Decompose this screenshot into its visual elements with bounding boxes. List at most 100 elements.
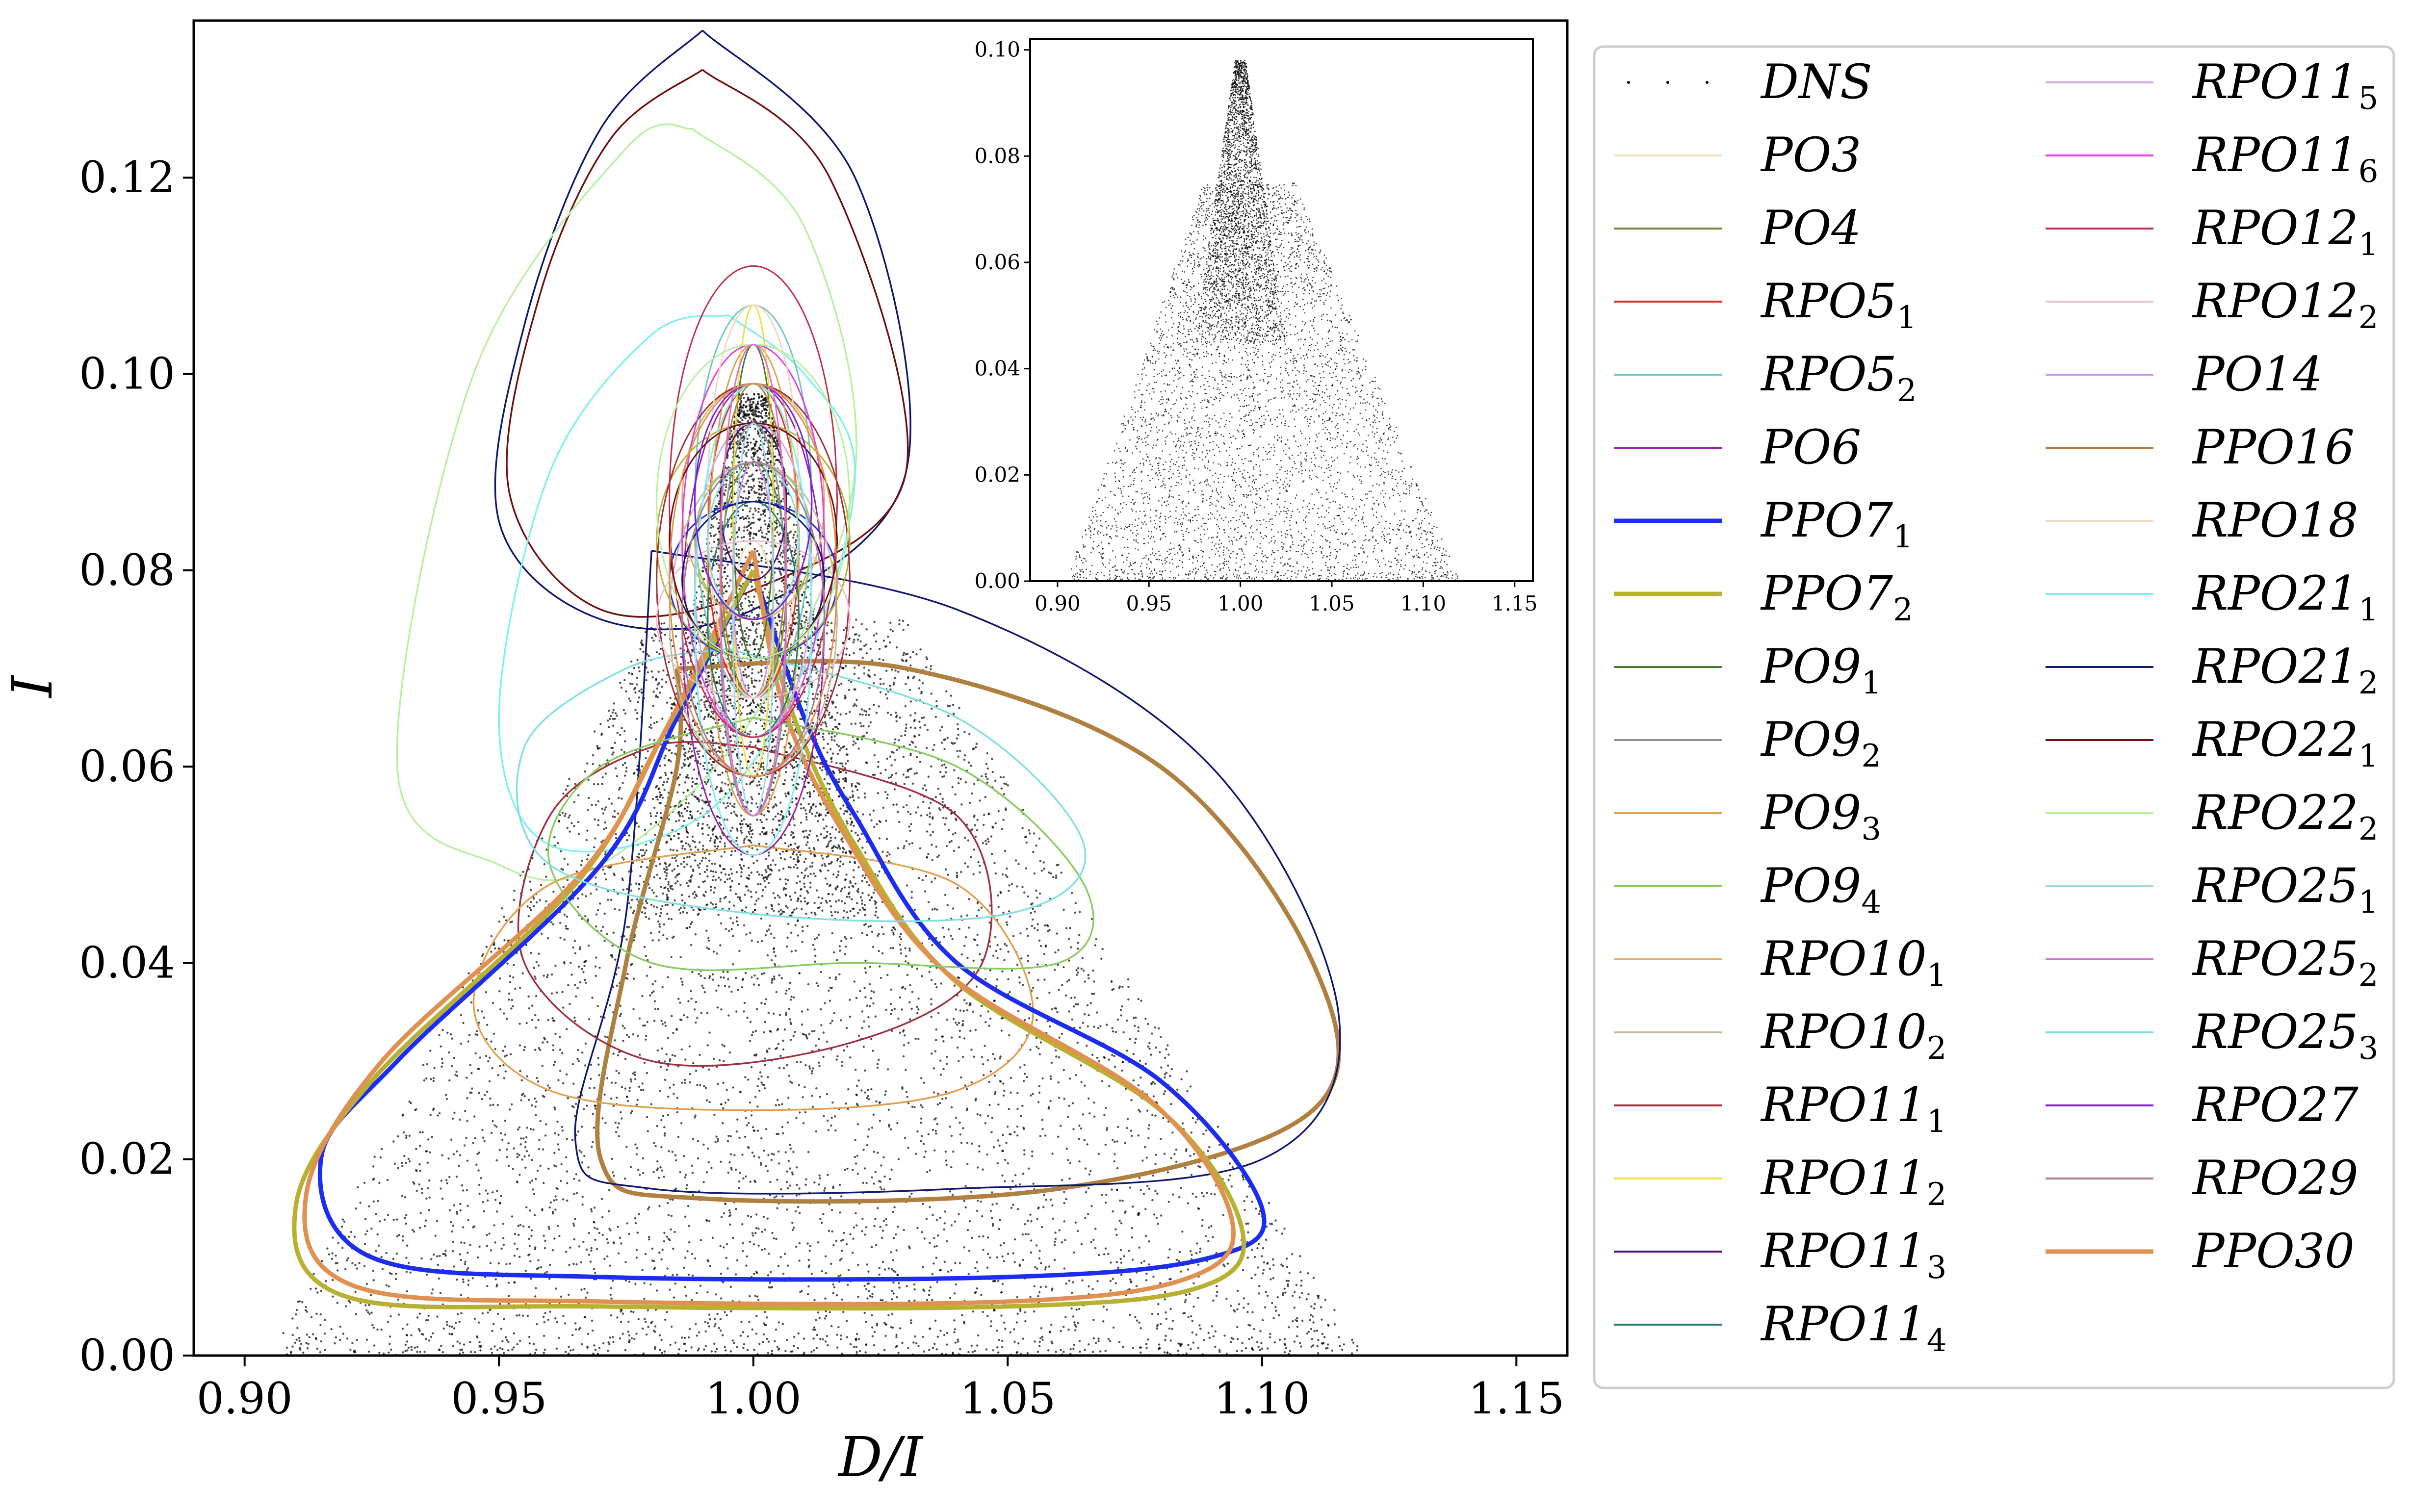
dns-point [735,552,738,555]
dns-point [705,783,707,785]
dns-point [1082,1022,1085,1024]
dns-point [723,1060,725,1062]
dns-point [1306,1272,1309,1275]
dns-point [710,626,713,629]
dns-point [936,1335,939,1338]
dns-point [596,1248,598,1250]
dns-point [479,1349,482,1352]
dns-point [722,868,725,871]
dns-point [951,1194,954,1196]
dns-point [573,801,576,803]
dns-point [663,1231,666,1234]
dns-point [697,606,699,609]
dns-point [991,1225,994,1227]
dns-point [1275,1309,1277,1312]
dns-point [936,1103,939,1106]
dns-point [504,1045,506,1048]
dns-point [589,1260,592,1263]
dns-point [775,527,777,529]
dns-point [1076,1230,1079,1232]
dns-point [663,622,666,625]
dns-point [743,818,745,821]
dns-point [1093,980,1095,983]
dns-point [685,842,687,845]
dns-point [649,723,652,726]
dns-point [941,1035,943,1038]
dns-point [438,1112,441,1115]
dns-point [696,1292,698,1294]
dns-point [828,893,830,896]
dns-point [757,883,759,886]
dns-point [707,671,710,674]
dns-point [569,1246,571,1249]
dns-point [638,666,640,669]
dns-point [853,639,855,641]
dns-point [716,1348,718,1350]
dns-point [865,628,868,631]
dns-point [875,632,878,635]
dns-point [642,650,645,653]
dns-point [986,838,989,841]
dns-point [1107,1253,1110,1255]
dns-point [758,1089,761,1092]
dns-point [746,529,749,532]
dns-point [616,1097,618,1099]
dns-point [717,1140,719,1143]
dns-point [978,1145,981,1148]
dns-point [712,736,714,739]
dns-point [768,531,771,533]
dns-point [529,880,531,883]
dns-point [663,1350,666,1353]
dns-point [1020,957,1023,960]
dns-point [764,934,767,937]
dns-point [1261,1255,1263,1257]
dns-point [685,882,688,884]
dns-point [418,1312,421,1315]
dns-point [466,1267,469,1270]
dns-point [755,491,758,494]
dns-point [1164,1291,1166,1293]
dns-point [559,1179,562,1182]
dns-point [760,560,763,562]
dns-point [368,1312,371,1315]
dns-point [910,1322,912,1324]
dns-point [772,781,775,784]
dns-point [516,1153,518,1155]
dns-point [996,1330,998,1332]
dns-point [561,1051,564,1054]
dns-point [1049,1025,1051,1028]
dns-point [913,908,916,911]
dns-point [493,1345,496,1348]
dns-point [572,1262,575,1265]
dns-point [856,1104,859,1107]
dns-point [817,933,820,936]
dns-point [711,973,714,976]
dns-point [1032,987,1035,989]
dns-point [879,965,881,968]
dns-point [841,1250,843,1252]
dns-point [709,840,712,842]
dns-point [636,1231,639,1234]
dns-point [844,953,847,955]
dns-point [671,771,673,774]
dns-point [862,725,865,727]
dns-point [746,1124,749,1127]
dns-point [1312,1315,1314,1318]
dns-point [456,1313,459,1315]
dns-point [871,1335,874,1337]
dns-point [1071,1018,1073,1021]
dns-point [779,801,782,804]
dns-point [832,951,835,954]
dns-point [922,787,924,790]
dns-point [599,723,602,725]
dns-point [804,1064,807,1067]
dns-point [708,1031,711,1034]
dns-point [469,1064,471,1066]
dns-point [1145,1234,1147,1237]
dns-point [805,596,807,599]
dns-point [785,682,788,685]
dns-point [803,886,806,888]
dns-point [620,1242,622,1245]
dns-point [757,614,760,616]
dns-point [604,806,607,809]
